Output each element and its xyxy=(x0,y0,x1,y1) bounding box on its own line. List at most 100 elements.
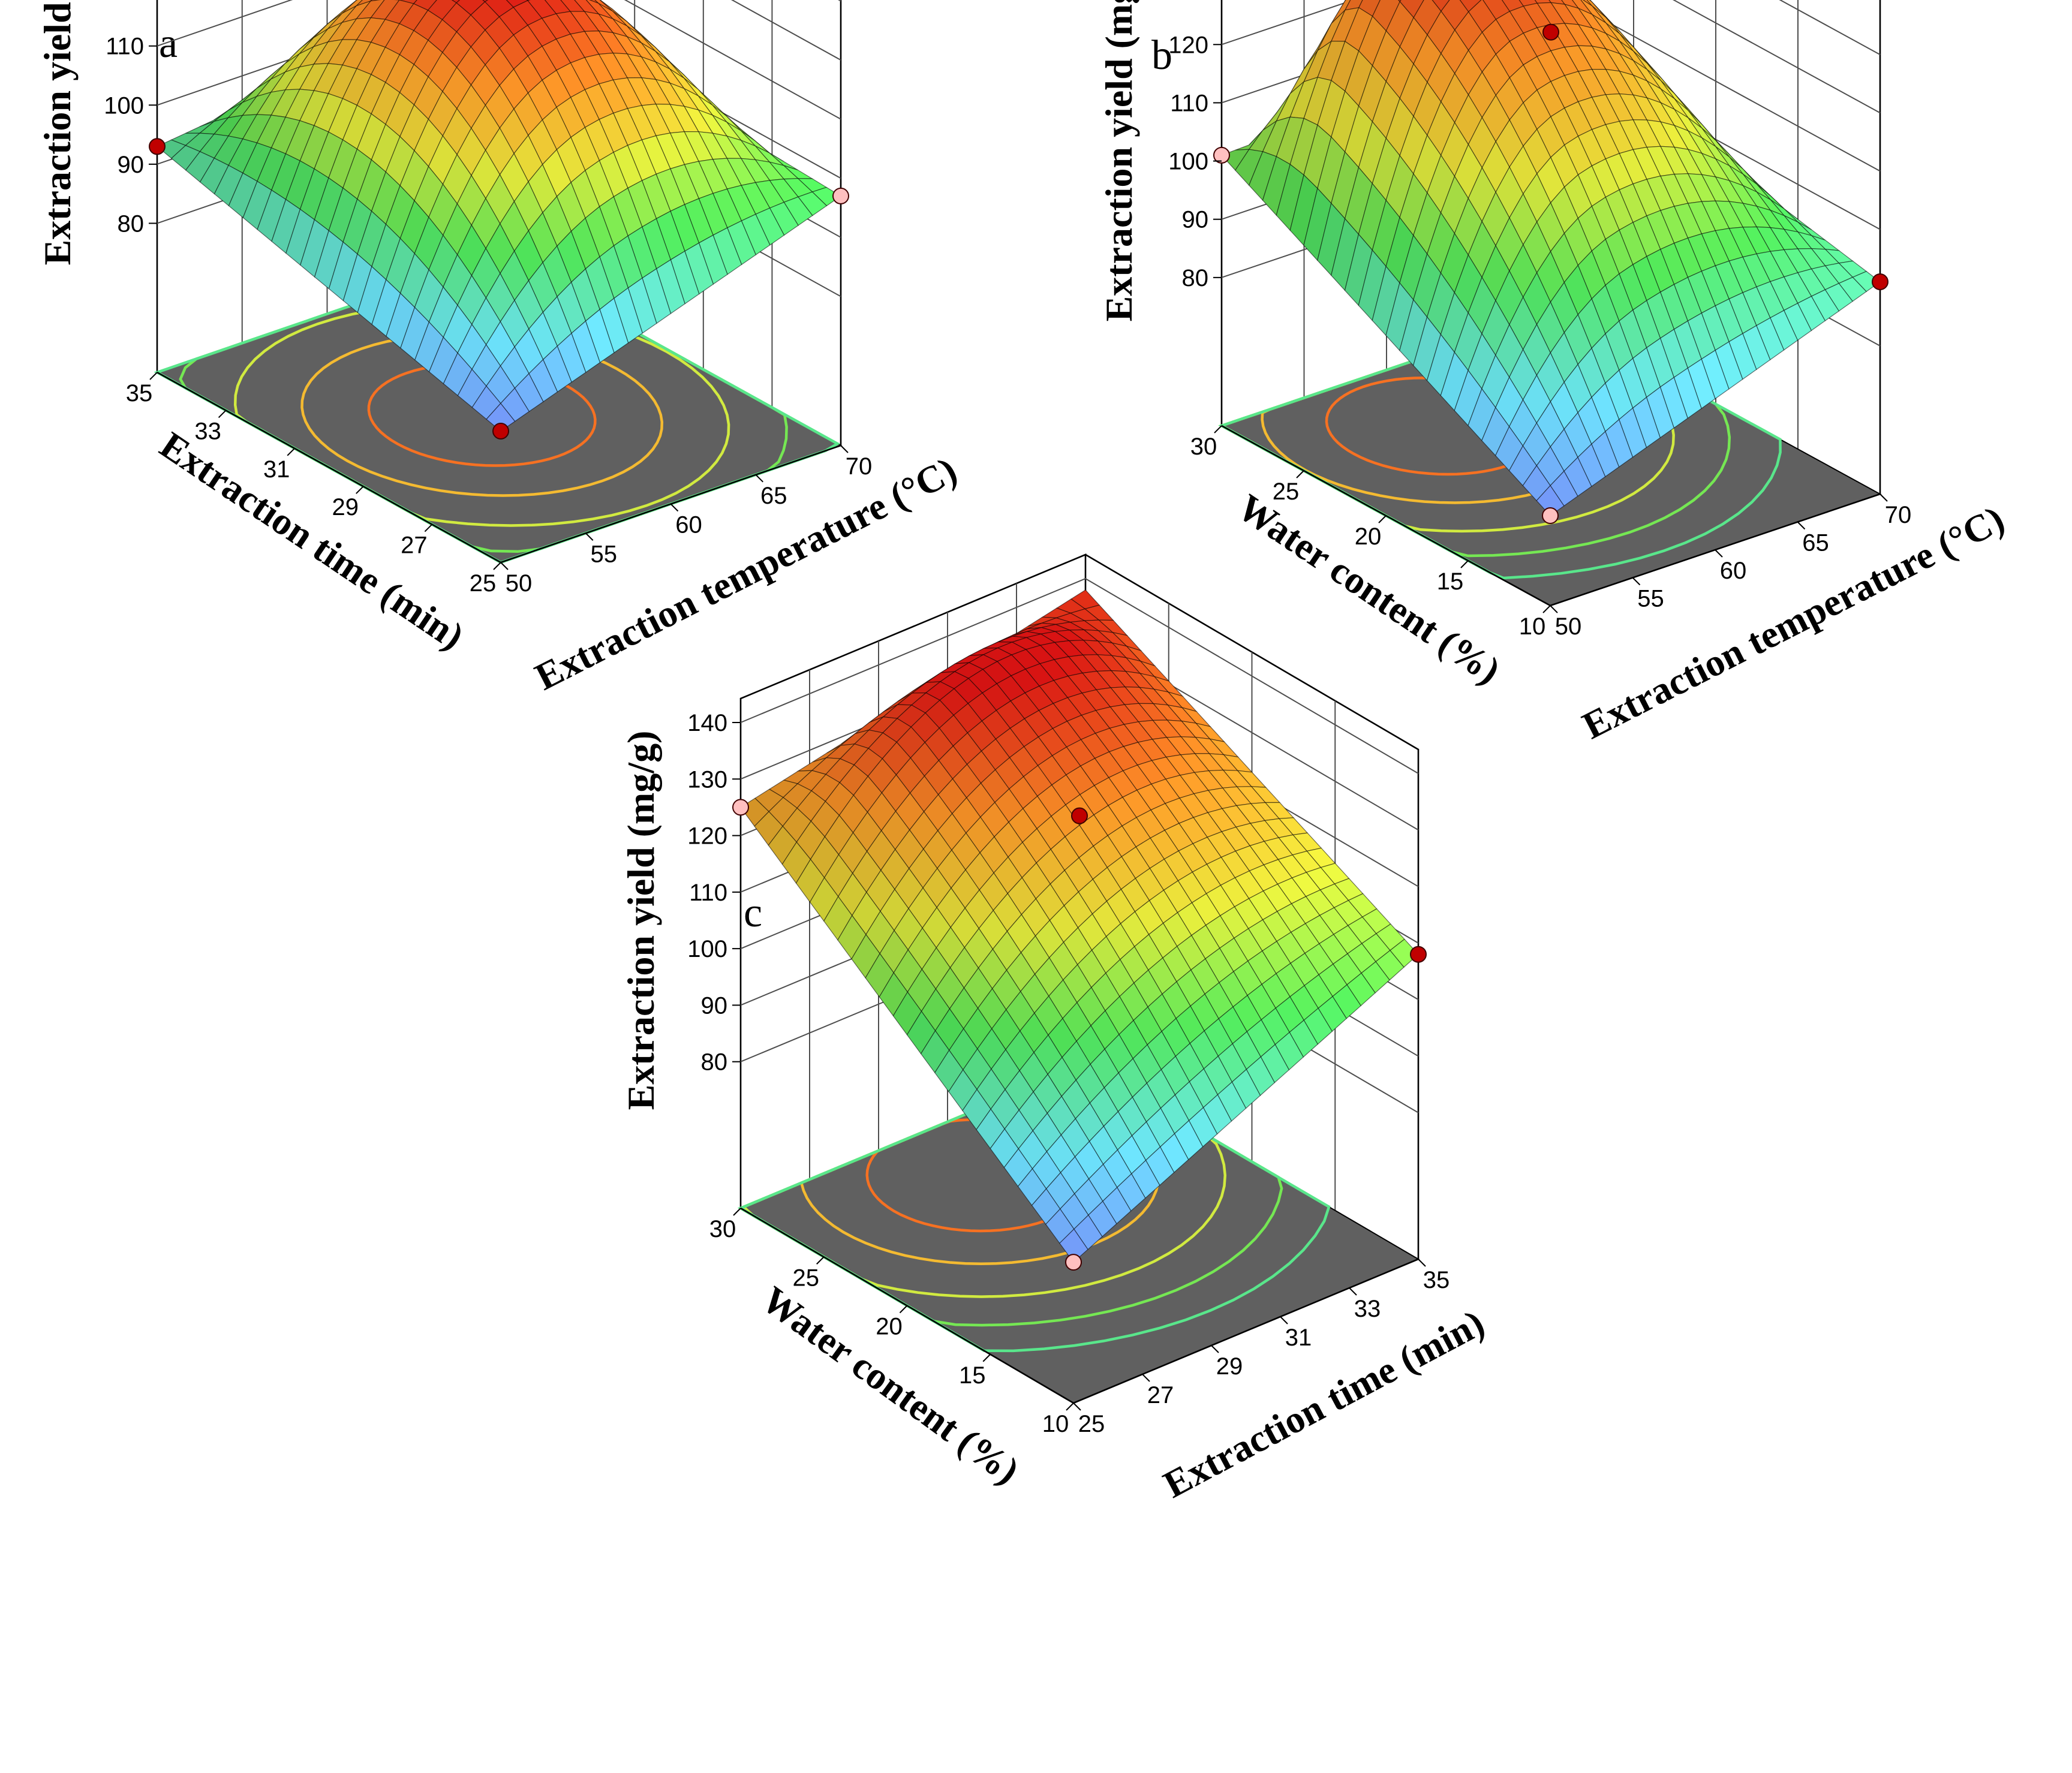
wall-right xyxy=(1085,553,1420,1259)
y-tick-label: 25 xyxy=(470,570,497,597)
design-point xyxy=(1065,1254,1082,1271)
x-tick-mark xyxy=(1349,1287,1357,1296)
response-surface xyxy=(156,0,842,432)
panel-a-letter: a xyxy=(159,20,178,67)
x-tick-label: 65 xyxy=(1802,530,1829,556)
x-tick-mark xyxy=(1142,1374,1150,1382)
y-tick-label: 29 xyxy=(332,494,359,520)
z-gridline xyxy=(740,577,1419,774)
y-tick-label: 10 xyxy=(1519,613,1546,640)
y-tick-mark xyxy=(1214,425,1222,434)
y-tick-label: 31 xyxy=(263,456,290,483)
design-point xyxy=(149,138,166,155)
z-tick-label: 80 xyxy=(1182,265,1209,291)
wall-right xyxy=(1879,0,1881,494)
x-tick-label: 33 xyxy=(1354,1296,1381,1322)
design-point xyxy=(1213,146,1230,164)
design-point xyxy=(1071,807,1088,824)
x-tick-label: 60 xyxy=(1720,558,1747,584)
surface-patch xyxy=(1536,484,1565,516)
z-tick-label: 110 xyxy=(689,880,727,906)
y-tick-mark xyxy=(1296,470,1304,478)
design-point xyxy=(1542,507,1559,524)
z-axis-title: Extraction yield (mg/g) xyxy=(36,0,79,265)
surface-patch xyxy=(451,0,461,4)
z-tick-label: 140 xyxy=(687,710,727,736)
wall-left xyxy=(156,0,498,372)
x-tick-mark xyxy=(585,532,594,541)
x-tick-label: 50 xyxy=(1555,613,1582,640)
z-tick-label: 80 xyxy=(701,1049,728,1076)
x-tick-mark xyxy=(1879,493,1888,502)
x-tick-mark xyxy=(500,562,509,570)
y-tick-mark xyxy=(287,448,295,456)
x-tick-mark xyxy=(840,445,849,453)
x-tick-label: 70 xyxy=(1885,502,1912,528)
z-tick-label: 80 xyxy=(118,210,145,237)
z-tick-label: 90 xyxy=(118,152,145,178)
design-point xyxy=(732,799,749,816)
y-tick-label: 20 xyxy=(1355,523,1382,550)
y-tick-label: 10 xyxy=(1042,1411,1069,1437)
y-tick-label: 15 xyxy=(1437,568,1464,595)
design-points xyxy=(1213,23,1888,524)
x-tick-label: 27 xyxy=(1147,1382,1174,1408)
x-tick-label: 25 xyxy=(1078,1411,1105,1437)
x-tick-label: 50 xyxy=(506,570,533,597)
y-tick-label: 33 xyxy=(194,418,221,444)
surface-patch xyxy=(486,402,516,432)
edge xyxy=(157,371,501,564)
y-tick-mark xyxy=(424,523,433,532)
y-tick-mark xyxy=(149,372,158,380)
z-tick-label: 100 xyxy=(104,92,144,119)
x-tick-mark xyxy=(755,474,763,483)
z-tick-label: 90 xyxy=(1182,207,1209,233)
x-tick-mark xyxy=(1715,549,1723,558)
x-tick-label: 31 xyxy=(1285,1325,1312,1351)
z-tick-label: 90 xyxy=(701,992,728,1019)
z-axis-title: Extraction yield (mg/g) xyxy=(1097,0,1140,321)
panel-c-letter: c xyxy=(744,890,762,936)
y-tick-label: 25 xyxy=(793,1265,820,1291)
y-tick-mark xyxy=(733,1208,741,1216)
x-tick-mark xyxy=(1280,1316,1288,1325)
z-tick-label: 100 xyxy=(1168,149,1208,175)
y-tick-label: 35 xyxy=(126,380,153,407)
y-tick-mark xyxy=(982,1354,991,1362)
edge xyxy=(1073,1258,1419,1404)
z-tick-label: 120 xyxy=(1168,32,1208,58)
x-tick-mark xyxy=(1418,1259,1426,1267)
z-tick-label: 100 xyxy=(687,936,727,962)
response-surface xyxy=(740,589,1419,1263)
y-tick-mark xyxy=(218,410,227,419)
x-tick-label: 55 xyxy=(1637,586,1664,612)
y-tick-label: 30 xyxy=(1190,434,1217,460)
z-axis-title: Extraction yield (mg/g) xyxy=(620,731,662,1110)
z-gridline xyxy=(157,0,841,179)
x-tick-mark xyxy=(1632,577,1641,586)
y-tick-label: 20 xyxy=(876,1314,903,1340)
y-tick-label: 25 xyxy=(1273,478,1300,505)
y-tick-mark xyxy=(1378,515,1387,523)
y-tick-mark xyxy=(899,1305,908,1314)
x-tick-mark xyxy=(670,503,679,512)
design-points xyxy=(149,138,849,440)
design-point xyxy=(1410,946,1427,963)
x-tick-label: 35 xyxy=(1423,1267,1450,1293)
x-tick-mark xyxy=(1550,605,1558,613)
y-tick-label: 15 xyxy=(959,1362,986,1389)
x-tick-mark xyxy=(1797,521,1806,530)
y-tick-mark xyxy=(1542,605,1551,613)
y-tick-mark xyxy=(356,486,364,494)
x-tick-label: 60 xyxy=(675,512,702,538)
y-tick-mark xyxy=(1066,1402,1074,1411)
y-tick-mark xyxy=(493,562,501,570)
x-tick-label: 55 xyxy=(591,541,618,567)
z-tick-label: 120 xyxy=(687,823,727,850)
design-point xyxy=(492,423,509,440)
y-tick-label: 27 xyxy=(401,532,428,559)
z-tick-label: 110 xyxy=(106,34,144,60)
